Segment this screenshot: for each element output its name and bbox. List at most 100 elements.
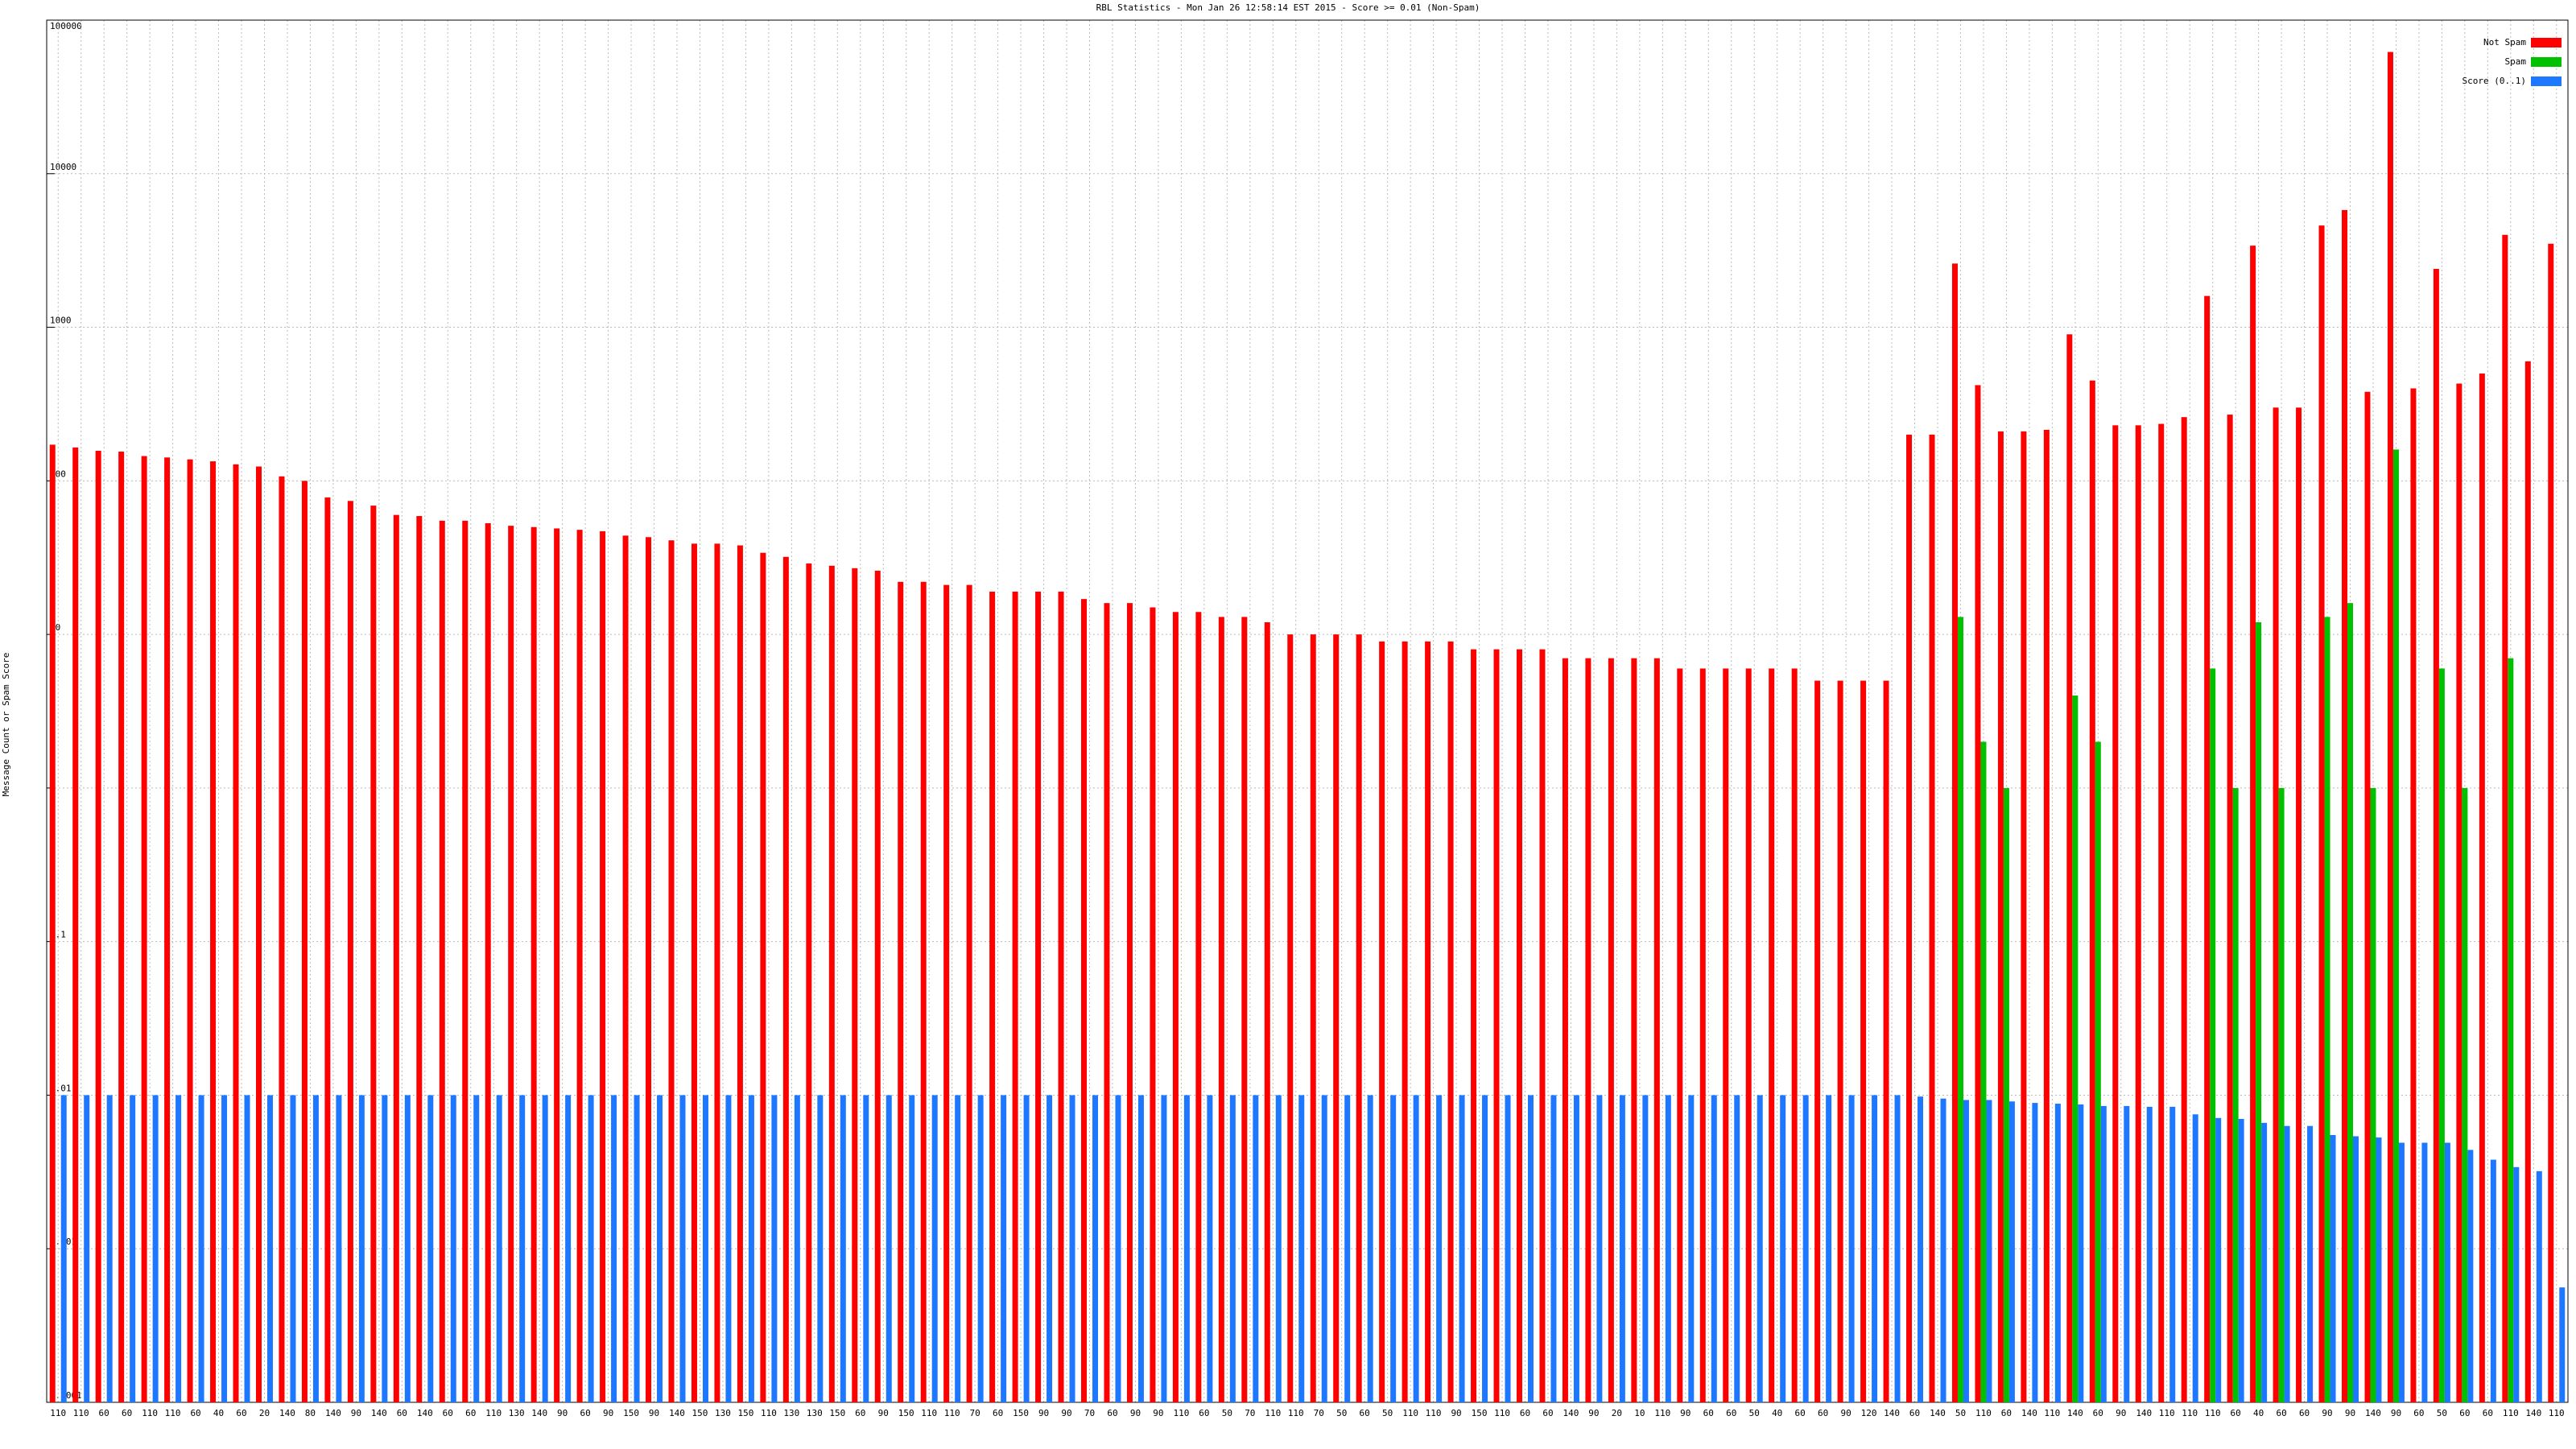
x-tick-label: 50 <box>1222 1408 1232 1418</box>
x-tick-label: 60 <box>2276 1408 2286 1418</box>
x-tick-label: 110 <box>2182 1408 2198 1418</box>
bar <box>2095 741 2101 1402</box>
bar <box>1802 1095 1809 1402</box>
bar <box>1275 1095 1282 1402</box>
x-tick-label: 50 <box>2437 1408 2447 1418</box>
x-tick-label: 60 <box>190 1408 200 1418</box>
bar <box>496 1095 502 1402</box>
bar <box>1608 658 1614 1402</box>
bar <box>2284 1125 2290 1402</box>
x-tick-label: 60 <box>2001 1408 2012 1418</box>
bar <box>1975 385 1981 1403</box>
bar <box>1115 1095 1121 1402</box>
x-tick-label: 140 <box>2021 1408 2037 1418</box>
bar <box>382 1095 388 1402</box>
bar <box>2181 417 2187 1402</box>
bar <box>2204 295 2211 1402</box>
bar <box>2324 617 2330 1402</box>
y-tick-label: 100000 <box>50 21 82 31</box>
bar <box>2444 1142 2450 1402</box>
bar <box>1482 1095 1488 1402</box>
x-tick-label: 80 <box>305 1408 316 1418</box>
bar <box>2112 425 2119 1402</box>
x-tick-label: 140 <box>1930 1408 1946 1418</box>
x-tick-label: 140 <box>531 1408 547 1418</box>
bar <box>2330 1134 2336 1402</box>
x-tick-label: 60 <box>1818 1408 1828 1418</box>
bar <box>737 545 743 1403</box>
bar <box>393 514 399 1402</box>
bar <box>1367 1095 1373 1402</box>
x-tick-label: 110 <box>1654 1408 1670 1418</box>
bar <box>152 1095 159 1402</box>
bar <box>2479 373 2485 1403</box>
plot-frame <box>46 19 2569 1403</box>
bar <box>1963 1100 1969 1402</box>
bar <box>542 1095 548 1402</box>
x-tick-label: 110 <box>2044 1408 2060 1418</box>
bar <box>2250 246 2256 1403</box>
legend-swatch <box>2531 57 2562 67</box>
bar <box>1980 741 1987 1402</box>
bar <box>1585 658 1591 1402</box>
bar <box>60 1095 67 1402</box>
x-tick-label: 50 <box>1382 1408 1393 1418</box>
y-tick-label: 1000 <box>50 316 72 326</box>
bar <box>1665 1095 1671 1402</box>
bar <box>622 535 629 1402</box>
x-tick-label: 140 <box>2136 1408 2152 1418</box>
bar <box>1757 1095 1763 1402</box>
x-tick-label: 110 <box>1494 1408 1510 1418</box>
bar <box>358 1095 365 1402</box>
bar <box>1161 1095 1167 1402</box>
bar <box>588 1095 594 1402</box>
x-tick-label: 110 <box>1288 1408 1304 1418</box>
x-tick-label: 60 <box>236 1408 246 1418</box>
bar <box>2066 334 2073 1403</box>
bar <box>576 530 583 1402</box>
bar <box>1918 1096 1924 1402</box>
bar <box>668 540 675 1402</box>
x-tick-label: 130 <box>715 1408 731 1418</box>
bar <box>931 1095 938 1402</box>
bar <box>1172 612 1179 1402</box>
bar <box>530 526 537 1402</box>
bar <box>714 543 720 1402</box>
bar <box>909 1095 915 1402</box>
bar <box>72 447 79 1402</box>
chart-title: RBL Statistics - Mon Jan 26 12:58:14 EST… <box>1096 2 1480 13</box>
x-tick-label: 130 <box>783 1408 799 1418</box>
bar <box>2215 1117 2222 1402</box>
bar <box>1035 591 1042 1402</box>
bar <box>2433 269 2439 1402</box>
bar <box>1001 1095 1007 1402</box>
bar <box>2192 1114 2198 1402</box>
x-tick-label: 140 <box>2067 1408 2083 1418</box>
bar <box>1814 680 1821 1402</box>
bar <box>1711 1095 1717 1402</box>
bar <box>782 556 789 1402</box>
x-tick-label: 70 <box>1084 1408 1095 1418</box>
bar <box>508 526 514 1402</box>
x-tick-label: 140 <box>2525 1408 2541 1418</box>
bar <box>1150 607 1156 1402</box>
x-tick-label: 150 <box>623 1408 639 1418</box>
bar <box>2456 383 2462 1402</box>
bar <box>1619 1095 1625 1402</box>
bar <box>1562 658 1568 1402</box>
bar <box>312 1095 319 1402</box>
bar <box>416 516 423 1402</box>
x-tick-label: 110 <box>1402 1408 1418 1418</box>
x-tick-label: 90 <box>2116 1408 2126 1418</box>
bar <box>290 1095 296 1402</box>
bar <box>2524 361 2531 1402</box>
bar <box>1745 668 1752 1402</box>
bar <box>702 1095 708 1402</box>
bar <box>2043 429 2050 1403</box>
bar <box>840 1095 846 1402</box>
x-tick-label: 20 <box>1612 1408 1622 1418</box>
bar <box>519 1095 526 1402</box>
bar <box>141 456 147 1403</box>
bar <box>760 552 766 1402</box>
bar <box>1539 649 1546 1402</box>
